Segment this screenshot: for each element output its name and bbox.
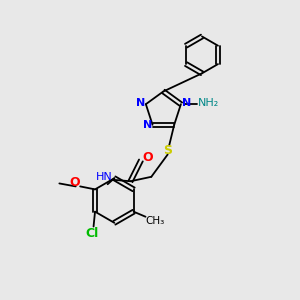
Text: N: N [136,98,145,108]
Text: N: N [142,120,152,130]
Text: HN: HN [95,172,112,182]
Text: S: S [163,143,172,157]
Text: N: N [182,98,191,108]
Text: O: O [142,151,153,164]
Text: Cl: Cl [85,227,99,240]
Text: O: O [69,176,80,189]
Text: NH₂: NH₂ [198,98,219,108]
Text: CH₃: CH₃ [146,216,165,226]
